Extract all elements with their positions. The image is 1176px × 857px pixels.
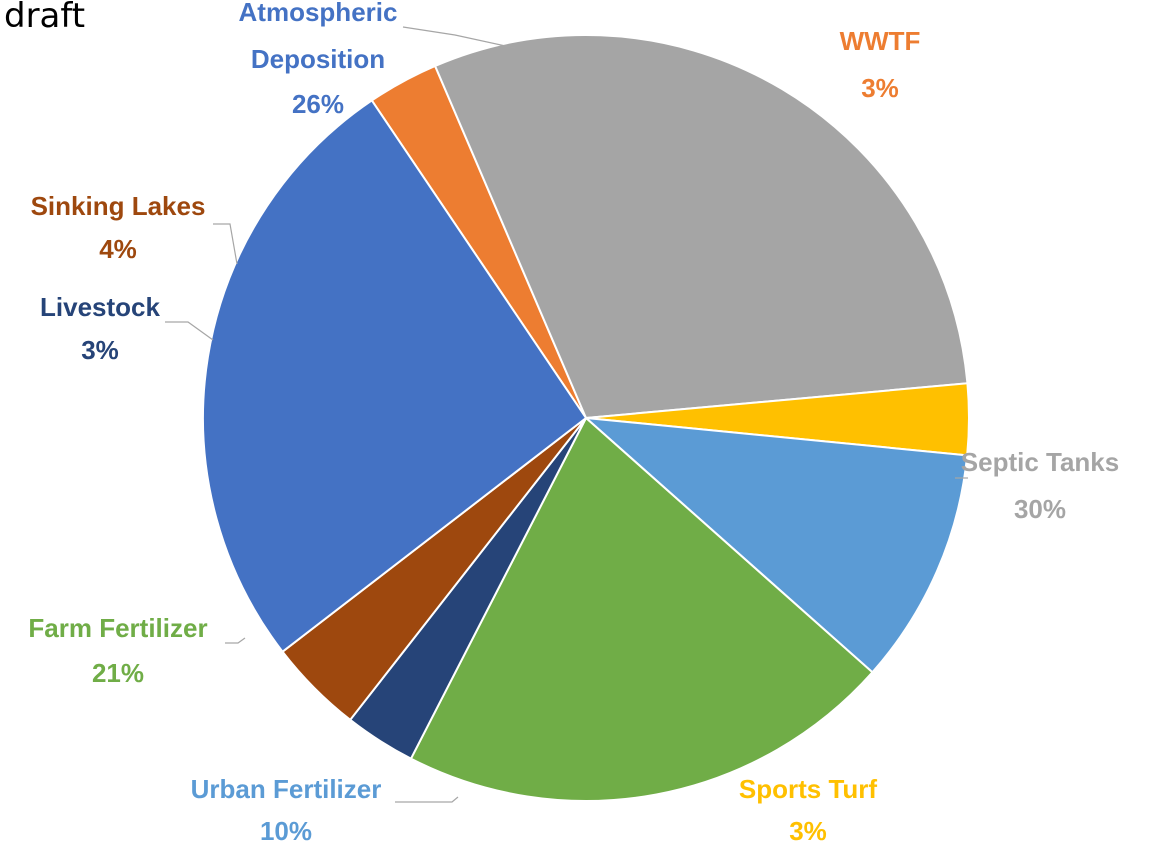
- data-label-wwtf: 3%: [861, 73, 899, 103]
- category-label-livestock: Livestock: [40, 292, 160, 322]
- pie-slice-atmospheric-deposition: [202, 99, 588, 654]
- category-label-septic-tanks: Septic Tanks: [961, 447, 1119, 477]
- data-label-atmospheric-deposition: 26%: [292, 89, 344, 119]
- data-label-farm-fertilizer: 21%: [92, 658, 144, 688]
- pie-slice-farm-fertilizer: [409, 416, 874, 802]
- category-label-wwtf: WWTF: [840, 26, 921, 56]
- draft-label: draft: [4, 0, 86, 36]
- category-label-atmospheric-deposition: Atmospheric: [239, 0, 398, 27]
- category-label-farm-fertilizer: Farm Fertilizer: [28, 613, 207, 643]
- category-label-atmospheric-deposition: Deposition: [251, 44, 385, 74]
- leader-line: [402, 26, 516, 49]
- data-label-sports-turf: 3%: [789, 816, 827, 846]
- category-label-urban-fertilizer: Urban Fertilizer: [191, 774, 382, 804]
- data-label-urban-fertilizer: 10%: [260, 816, 312, 846]
- leader-lines: [165, 26, 968, 803]
- slice-labels: WWTF 3% Septic Tanks 30% Sports Turf 3% Urban …: [28, 0, 1119, 846]
- category-label-sports-turf: Sports Turf: [739, 774, 878, 804]
- pie-slice-septic-tanks: [433, 34, 969, 420]
- data-label-sinking-lakes: 4%: [99, 234, 137, 264]
- data-label-livestock: 3%: [81, 335, 119, 365]
- pie-slice-urban-fertilizer: [583, 416, 969, 674]
- leader-line: [225, 637, 246, 644]
- data-label-septic-tanks: 30%: [1014, 494, 1066, 524]
- leader-line: [395, 796, 459, 803]
- pie-slices: [202, 34, 970, 802]
- category-label-sinking-lakes: Sinking Lakes: [31, 191, 206, 221]
- leader-line: [165, 321, 214, 341]
- leader-line: [213, 223, 238, 265]
